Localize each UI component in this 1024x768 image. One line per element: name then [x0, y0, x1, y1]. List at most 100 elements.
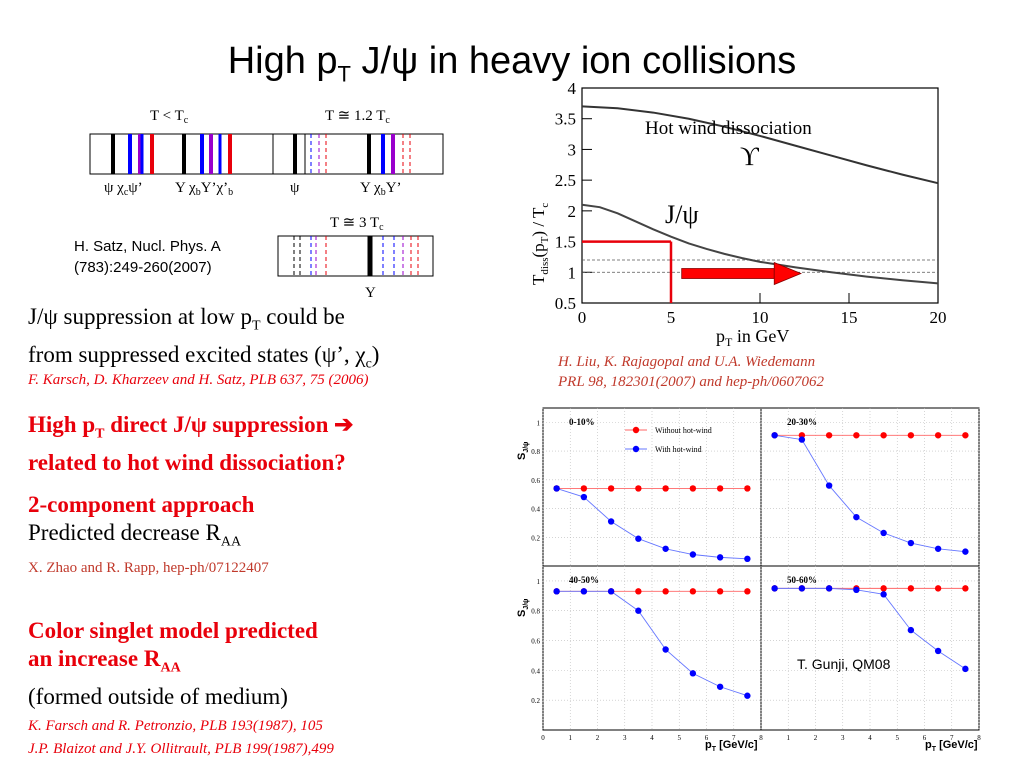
hot-wind-ytick-label: 1.5: [555, 233, 576, 252]
spectrum-box-1p2tc: [272, 133, 444, 175]
hot-wind-ylabel: Tdiss(pT) / Tc: [529, 203, 551, 285]
upsilon-curve-label: ϒ: [740, 142, 760, 171]
without-hot-wind-point: [825, 432, 833, 439]
with-hot-wind-point: [771, 585, 778, 592]
legend-without-marker: [632, 426, 640, 434]
hot-wind-ytick-label: 3: [568, 140, 577, 159]
without-hot-wind-point: [962, 432, 969, 439]
with-hot-wind-point: [962, 548, 969, 555]
with-hot-wind-point: [716, 554, 724, 561]
spectrum-states-bottomonium: Υ χbΥ’χ’b: [175, 180, 233, 198]
spectrum-label-1p2tc: T ≅ 1.2 Tc: [325, 108, 390, 126]
gunji-ytick-label: 0.6: [531, 477, 540, 485]
spectrum-states-bottomonium-1p2: Υ χbΥ’: [360, 180, 402, 198]
gunji-xtick-label: 6: [923, 734, 927, 742]
without-hot-wind-point: [934, 432, 942, 439]
upsilon-curve: [581, 105, 939, 185]
spectrum-psi-label: ψ: [290, 180, 300, 196]
with-hot-wind-point: [689, 670, 697, 677]
hot-wind-ytick-label: 2: [568, 202, 577, 221]
with-hot-wind-line: [774, 434, 966, 553]
with-hot-wind-point: [825, 585, 833, 592]
hot-wind-arrow-shaft: [681, 268, 775, 279]
jpsi-curve: [581, 203, 939, 285]
gunji-xtick-label: 4: [868, 734, 872, 742]
gunji-ytick-label: 0.4: [531, 667, 540, 675]
with-hot-wind-point: [934, 545, 942, 552]
jpsi-curve-label: J/ψ: [665, 200, 699, 229]
without-hot-wind-point: [744, 588, 751, 595]
hot-wind-ytick-label: 3.5: [555, 110, 576, 129]
high-pt-question: High pT direct J/ψ suppression ➔ related…: [28, 412, 354, 475]
gunji-ytick-label: 1: [537, 419, 541, 427]
with-hot-wind-point: [607, 588, 615, 595]
spectrum-label-3tc: T ≅ 3 Tc: [330, 215, 384, 233]
gunji-panel-title: 50-60%: [787, 575, 817, 585]
hot-wind-ytick-label: 4: [568, 80, 577, 98]
without-hot-wind-point: [662, 588, 669, 595]
gunji-panel-title: 0-10%: [569, 417, 595, 427]
with-hot-wind-point: [662, 646, 669, 653]
hot-wind-ytick-label: 2.5: [555, 171, 576, 190]
without-hot-wind-point: [580, 485, 588, 492]
hot-wind-arrow-head: [773, 261, 802, 286]
two-component-block: 2-component approach Predicted decrease …: [28, 492, 255, 550]
gunji-xtick-label: 5: [896, 734, 900, 742]
zhao-reference: X. Zhao and R. Rapp, hep-ph/07122407: [28, 560, 269, 576]
with-hot-wind-point: [553, 588, 560, 595]
without-hot-wind-point: [662, 485, 669, 492]
gunji-survival-plot: 0.2 0.4 0.6 0.8 1 0-10% Without hot-wind With h…: [516, 407, 981, 753]
gunji-panel-title: 40-50%: [569, 575, 599, 585]
with-hot-wind-point: [907, 626, 915, 634]
gunji-xtick-label: 1: [787, 734, 791, 742]
hot-wind-xtick-label: 15: [841, 308, 858, 327]
with-hot-wind-point: [880, 591, 887, 598]
legend-with-label: With hot-wind: [655, 445, 702, 454]
spectrum-box-below-tc: [89, 133, 306, 175]
hot-wind-ytick-label: 0.5: [555, 294, 576, 313]
without-hot-wind-point: [907, 585, 915, 592]
gunji-xtick-label: 3: [623, 734, 627, 742]
hot-wind-ytick-label: 1: [568, 263, 577, 282]
with-hot-wind-point: [635, 607, 642, 614]
with-hot-wind-point: [662, 545, 669, 552]
gunji-ytick-label: 0.8: [531, 608, 540, 616]
gunji-xtick-label: 2: [814, 734, 818, 742]
with-hot-wind-point: [607, 518, 615, 525]
with-hot-wind-point: [907, 539, 915, 547]
hot-wind-xtick-label: 10: [752, 308, 769, 327]
without-hot-wind-point: [716, 485, 724, 492]
hot-wind-xlabel: pT in GeV: [716, 326, 789, 349]
hot-wind-dissociation-plot: 0.5 1 1.5 2 2.5 3 3.5 4 0 5 10 15 20 Hot wind dissoc…: [529, 80, 947, 349]
gunji-xtick-label: 0: [541, 734, 545, 742]
with-hot-wind-point: [716, 683, 724, 690]
with-hot-wind-line: [556, 488, 748, 560]
gunji-xtick-label: 7: [732, 734, 736, 742]
hot-wind-annotation: Hot wind dissociation: [645, 118, 812, 139]
gunji-xtick-label: 5: [678, 734, 682, 742]
gunji-xtick-label: 7: [950, 734, 954, 742]
gunji-xtick-label: 8: [759, 734, 763, 742]
with-hot-wind-point: [853, 513, 860, 521]
with-hot-wind-point: [689, 551, 697, 558]
without-hot-wind-point: [962, 585, 969, 592]
with-hot-wind-point: [880, 529, 887, 537]
legend-with-marker: [632, 445, 640, 453]
without-hot-wind-point: [716, 588, 724, 595]
with-hot-wind-point: [798, 585, 806, 592]
with-hot-wind-point: [853, 586, 860, 594]
without-hot-wind-point: [689, 588, 697, 595]
with-hot-wind-point: [934, 647, 942, 655]
slide-title: High pT J/ψ in heavy ion collisions: [227, 40, 797, 87]
gunji-xtick-label: 1: [569, 734, 573, 742]
gunji-xtick-label: 2: [596, 734, 600, 742]
without-hot-wind-point: [635, 485, 642, 492]
without-hot-wind-point: [880, 432, 887, 439]
gunji-xtick-label: 8: [977, 734, 981, 742]
right-arrow-icon: ➔: [334, 412, 354, 437]
without-hot-wind-point: [853, 432, 860, 439]
with-hot-wind-point: [962, 665, 969, 673]
with-hot-wind-point: [744, 555, 751, 563]
color-singlet-block: Color singlet model predicted an increas…: [28, 618, 318, 709]
with-hot-wind-point: [580, 493, 588, 501]
